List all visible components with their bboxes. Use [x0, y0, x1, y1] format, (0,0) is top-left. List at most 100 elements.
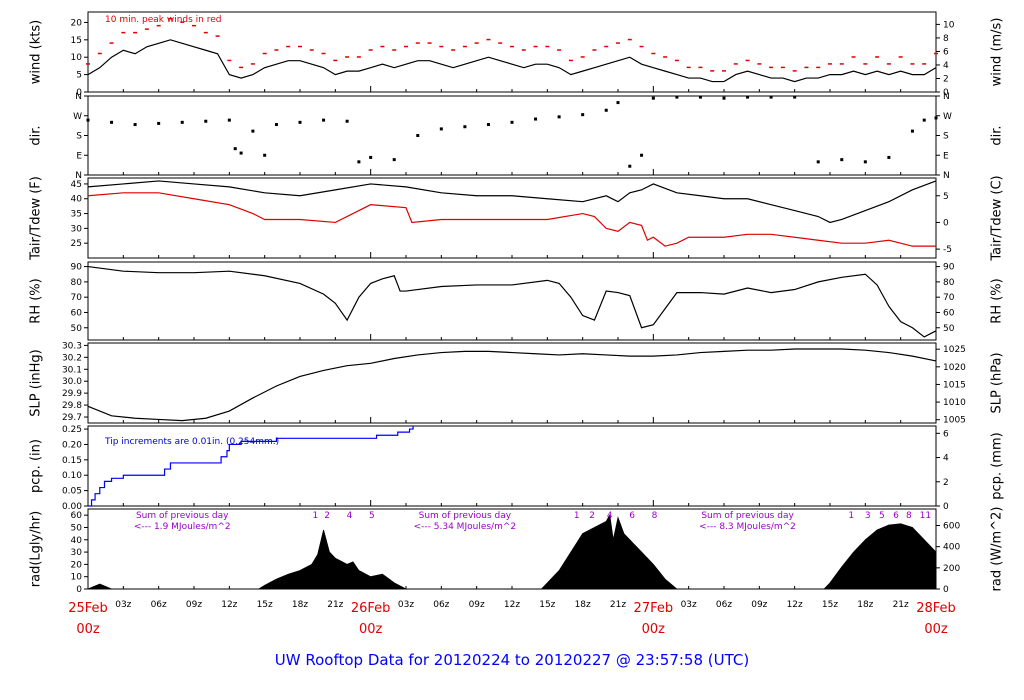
dir-point [581, 113, 585, 117]
ytick-label-left-dir: S [76, 132, 82, 142]
wind-peak-mark [804, 66, 809, 69]
wind-annotation: 10 min. peak winds in red [105, 15, 222, 25]
panel-frame-temp [87, 177, 937, 259]
ytick-label-right-dir: E [943, 151, 949, 161]
dir-point [640, 153, 644, 157]
wind-peak-mark [321, 52, 326, 55]
ytick-label-right-wind: 2 [943, 74, 949, 84]
dir-point [251, 129, 255, 133]
wind-peak-mark [180, 21, 185, 23]
ylabel-left-slp: SLP (inHg) [29, 349, 44, 417]
ytick-label-right-temp: -5 [943, 245, 952, 255]
ytick-label-left-temp: 40 [71, 195, 83, 205]
day-label-hour: 00z [924, 622, 948, 637]
ylabel-right-dir: dir. [990, 125, 1005, 145]
wind-peak-mark [557, 49, 562, 51]
ytick-label-left-rad: 10 [71, 573, 83, 583]
wind-peak-mark [616, 42, 620, 44]
dir-point [357, 160, 361, 164]
ytick-label-right-rh: 60 [943, 308, 955, 318]
temp-line-Tair [87, 180, 937, 224]
ytick-label-left-wind: 5 [76, 71, 82, 81]
ytick-label-left-slp: 29.8 [62, 401, 82, 411]
ylabel-left-temp: Tair/Tdew (F) [29, 176, 44, 261]
ytick-label-right-slp: 1005 [943, 416, 966, 426]
ytick-label-right-rad: 400 [943, 543, 960, 553]
dir-point [698, 95, 702, 99]
wind-peak-mark [227, 59, 232, 62]
ylabel-right-wind: wind (m/s) [990, 18, 1005, 87]
time-tick-label: 12z [787, 600, 803, 610]
wind-peak-mark [345, 56, 350, 58]
ytick-label-left-temp: 45 [71, 180, 82, 190]
wind-peak-mark [356, 56, 361, 58]
ytick-label-right-wind: 0 [943, 88, 949, 98]
ytick-label-left-wind: 0 [76, 88, 82, 98]
ytick-label-right-temp: 5 [943, 192, 949, 202]
time-tick-label: 09z [469, 600, 485, 610]
dir-point [180, 120, 184, 124]
wind-peak-mark [451, 49, 456, 51]
dir-point [239, 151, 243, 155]
dir-point [628, 164, 632, 168]
wind-peak-mark [109, 42, 114, 44]
dir-point [922, 118, 926, 122]
ytick-label-right-pcp: 2 [943, 478, 949, 488]
slp-line-SLP [87, 348, 937, 422]
ytick-label-left-temp: 25 [71, 239, 82, 249]
ytick-label-left-rh: 70 [71, 293, 83, 303]
ytick-label-left-wind: 20 [71, 18, 83, 28]
ytick-label-left-dir: W [73, 112, 82, 122]
ytick-label-left-wind: 15 [71, 36, 82, 46]
wind-peak-mark [674, 59, 679, 62]
rad-hour-mark: 6 [629, 511, 635, 521]
wind-peak-mark [733, 63, 738, 65]
wind-peak-mark [333, 59, 338, 62]
wind-line-wind [87, 39, 937, 83]
dir-point [746, 95, 750, 99]
ylabel-right-temp: Tair/Tdew (C) [990, 175, 1005, 261]
rad-hour-mark: 1 [848, 511, 854, 521]
time-tick-label: 06z [716, 600, 732, 610]
ytick-label-left-rh: 60 [71, 308, 83, 318]
time-tick-label: 18z [857, 600, 873, 610]
dir-point [534, 117, 538, 121]
dir-point [557, 115, 561, 119]
wind-peak-mark [415, 42, 420, 44]
temp-line-Tdew [87, 192, 936, 247]
ytick-label-right-wind: 4 [943, 61, 949, 71]
rad-annotation-line1: Sum of previous day [136, 511, 229, 521]
wind-peak-mark [580, 56, 585, 58]
wind-peak-mark [133, 31, 138, 34]
dir-point [934, 116, 938, 120]
time-tick-label: 21z [327, 600, 343, 610]
wind-peak-mark [898, 56, 903, 58]
dir-point [392, 158, 396, 162]
rad-annotation-line1: Sum of previous day [701, 511, 794, 521]
ytick-label-left-rad: 60 [71, 511, 83, 521]
rad-hour-mark: 4 [347, 511, 353, 521]
wind-peak-mark [309, 49, 314, 51]
dir-point [345, 119, 349, 123]
dir-point [675, 95, 679, 99]
ytick-label-right-dir: N [943, 171, 950, 181]
wind-peak-mark [380, 45, 385, 48]
dir-point [204, 119, 208, 123]
wind-peak-mark [663, 56, 668, 58]
wind-peak-mark [121, 31, 126, 34]
ytick-label-left-pcp: 0.15 [62, 456, 82, 466]
ytick-label-left-rad: 30 [71, 548, 83, 558]
dir-point [110, 120, 114, 124]
ytick-label-right-slp: 1020 [943, 363, 966, 373]
wind-peak-mark [828, 63, 832, 65]
ytick-label-right-rh: 70 [943, 293, 955, 303]
wind-peak-mark [639, 45, 644, 48]
wind-peak-mark [722, 70, 726, 72]
dir-point [887, 155, 891, 159]
ytick-label-left-pcp: 0.25 [62, 425, 82, 435]
ytick-label-left-rad: 50 [71, 523, 83, 533]
rad-hour-mark: 1 [312, 511, 318, 521]
wind-peak-mark [592, 49, 597, 51]
ytick-label-left-slp: 30.3 [62, 341, 82, 351]
wind-peak-mark [427, 42, 432, 44]
